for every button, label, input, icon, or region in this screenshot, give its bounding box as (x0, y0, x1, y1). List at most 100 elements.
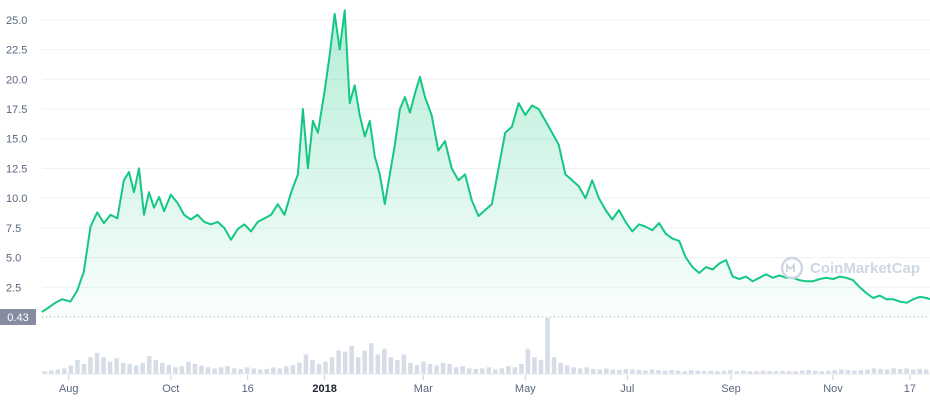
volume-bar (832, 370, 838, 374)
volume-bar (923, 369, 929, 374)
volume-bar (244, 367, 250, 374)
volume-bar (858, 370, 864, 374)
volume-bar (101, 357, 106, 374)
volume-bar (865, 369, 870, 374)
volume-bar (120, 362, 126, 374)
volume-bar (845, 370, 851, 374)
volume-bar (395, 360, 400, 374)
volume-bar (342, 351, 348, 374)
volume-bar (290, 365, 296, 374)
y-tick-label: 12.5 (6, 163, 27, 175)
volume-bar (466, 368, 472, 374)
volume-bar (329, 357, 335, 374)
x-tick-label: Aug (59, 383, 79, 395)
volume-bar (499, 368, 505, 374)
volume-bar (734, 371, 740, 374)
current-price-label: 0.43 (7, 312, 28, 324)
y-tick-label: 5.0 (6, 253, 21, 265)
volume-bar (871, 368, 877, 374)
x-tick-label: 17 (904, 383, 916, 395)
volume-bar (375, 354, 381, 374)
volume-bar (173, 367, 178, 374)
volume-bar (545, 318, 550, 374)
volume-bar (453, 367, 459, 374)
volume-bar (780, 370, 785, 374)
volume-bar (623, 368, 629, 374)
volume-bar (140, 362, 145, 374)
volume-bar (68, 365, 74, 374)
volume-bar (773, 371, 779, 374)
volume-bar (153, 360, 159, 374)
volume-bar (617, 370, 622, 374)
volume-bar (192, 363, 198, 374)
volume-bar (532, 357, 537, 374)
y-tick-label: 7.5 (6, 223, 21, 235)
volume-bar (297, 362, 302, 374)
volume-bar (649, 369, 655, 374)
volume-bar (806, 370, 811, 374)
x-tick-label: 2018 (312, 383, 336, 395)
volume-bar (701, 371, 707, 374)
volume-bar (669, 370, 674, 374)
y-tick-label: 2.5 (6, 282, 21, 294)
volume-bar (584, 367, 589, 374)
watermark-text: CoinMarketCap (810, 260, 920, 277)
volume-bar (891, 368, 896, 374)
volume-bar (427, 363, 433, 374)
x-axis: Aug Oct 16 2018 Mar May Jul Sep Nov 17 (59, 375, 916, 395)
volume-bar (349, 346, 354, 374)
volume-bar (747, 371, 753, 374)
volume-bar (610, 369, 616, 374)
volume-bar (408, 362, 413, 374)
volume-bar (257, 369, 263, 374)
volume-bar (421, 361, 426, 374)
y-axis: 2.5 5.0 7.5 10.0 12.5 15.0 17.5 20.0 22.5 25.0 (6, 15, 27, 294)
volume-bar (695, 370, 700, 374)
volume-bar (362, 350, 367, 374)
x-tick-label: Mar (414, 383, 433, 395)
volume-bar (512, 367, 518, 374)
volume-bar (571, 367, 576, 374)
volume-bar (94, 352, 100, 374)
volume-bar (558, 362, 563, 374)
volume-bar (225, 366, 230, 374)
volume-bar (303, 354, 309, 374)
volume-bar (630, 369, 635, 374)
volume-bar (760, 370, 766, 374)
volume-bar (486, 367, 492, 374)
volume-bar (205, 367, 211, 374)
volume-bar (597, 369, 603, 374)
volume-bar (133, 365, 139, 374)
volume-bar (355, 357, 361, 374)
price-area-fill (42, 10, 930, 318)
volume-bar (107, 361, 113, 374)
y-tick-label: 25.0 (6, 15, 27, 27)
volume-bar (708, 370, 714, 374)
volume-bar (910, 369, 916, 374)
volume-bar (636, 370, 642, 374)
volume-bar (55, 369, 61, 374)
current-price-badge: 0.43 (0, 309, 36, 325)
volume-bar (793, 371, 798, 374)
volume-bar (231, 368, 237, 374)
volume-bar (493, 369, 498, 374)
volume-bar (179, 366, 185, 374)
volume-bar (323, 361, 328, 374)
y-tick-label: 15.0 (6, 134, 27, 146)
volume-bar (767, 371, 772, 374)
x-tick-label: Nov (823, 383, 843, 395)
volume-bar (88, 357, 93, 374)
volume-bar (728, 370, 733, 374)
volume-bar (538, 360, 544, 374)
volume-bar (264, 368, 270, 374)
volume-bar (316, 363, 322, 374)
volume-bar (479, 368, 485, 374)
volume-bar (81, 363, 87, 374)
volume-bar (368, 343, 374, 374)
coinmarketcap-logo-icon (780, 256, 804, 280)
volume-bar (675, 370, 681, 374)
x-tick-label: Oct (162, 383, 179, 395)
volume-bar (519, 363, 524, 374)
